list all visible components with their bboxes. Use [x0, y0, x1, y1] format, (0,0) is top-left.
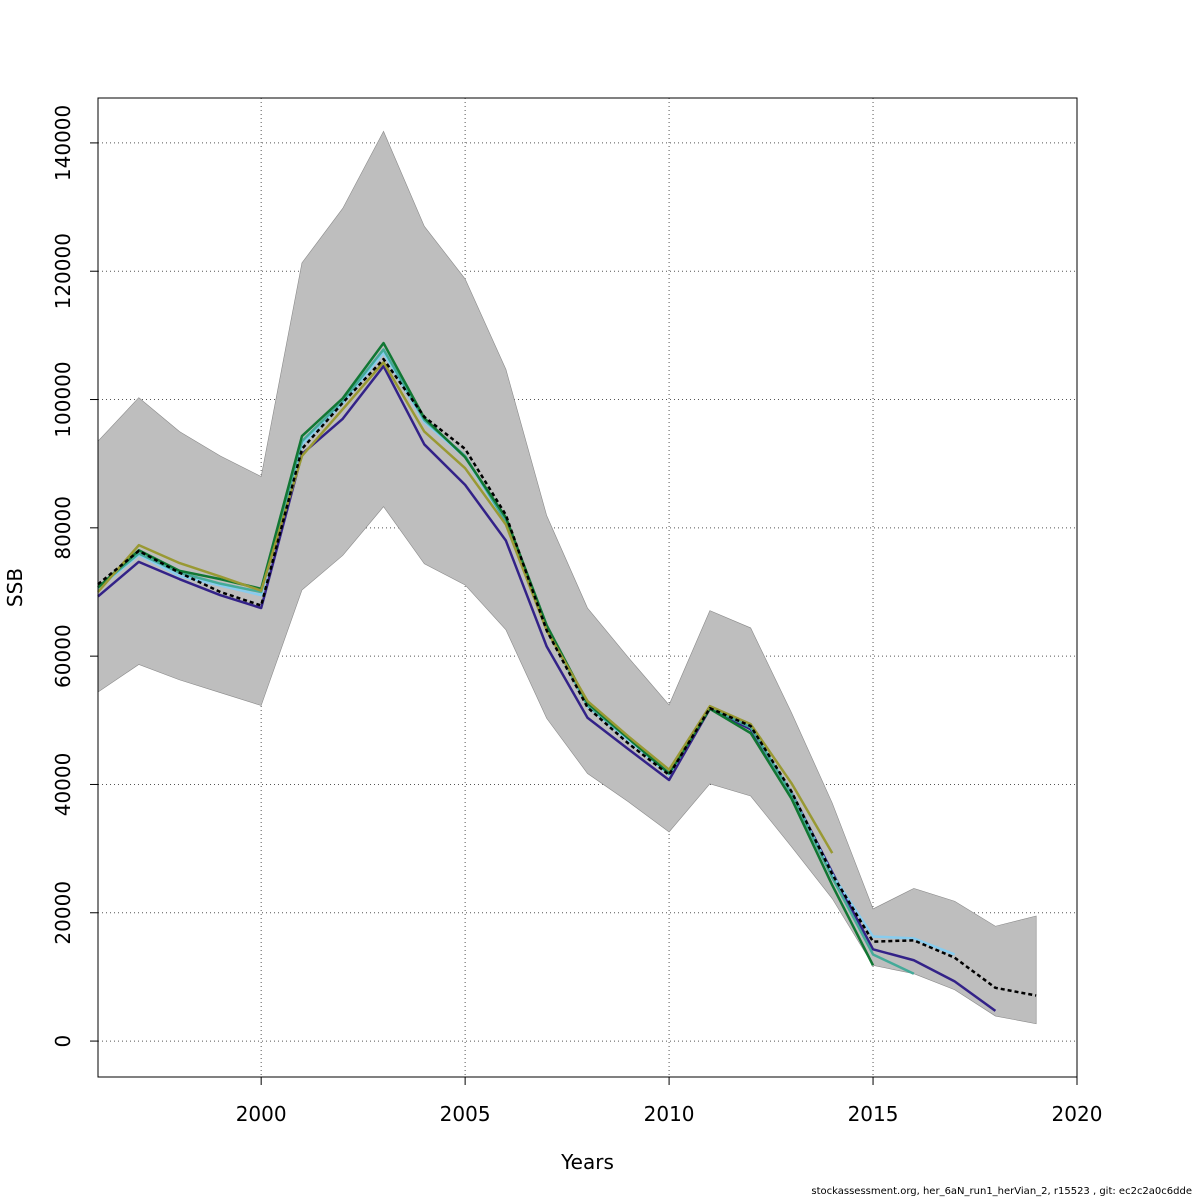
y-tick-label: 80000 [51, 496, 75, 560]
footer-caption: stockassessment.org, her_6aN_run1_herVia… [811, 1186, 1192, 1197]
y-tick-label: 140000 [51, 105, 75, 181]
x-tick-label: 2020 [1052, 1102, 1103, 1126]
plot-frame [97, 97, 1078, 1078]
axes: 2000 2005 2010 2015 2020 0 20000 40000 60000 8000… [51, 105, 1102, 1126]
confidence-band-layer [97, 130, 1037, 1025]
y-tick-label: 40000 [51, 753, 75, 817]
y-tick-label: 60000 [51, 624, 75, 688]
series-line-dashed [97, 357, 1037, 997]
x-tick-label: 2000 [236, 1102, 287, 1126]
y-tick-label: 100000 [51, 361, 75, 437]
y-tick-label: 120000 [51, 233, 75, 309]
y-tick-label: 20000 [51, 881, 75, 945]
x-axis-label: Years [560, 1150, 614, 1174]
y-tick-label: 0 [51, 1035, 75, 1048]
x-tick-label: 2005 [440, 1102, 491, 1126]
x-tick-label: 2015 [848, 1102, 899, 1126]
y-axis-label: SSB [3, 568, 27, 607]
series-line [97, 361, 834, 854]
confidence-band [97, 130, 1037, 1025]
series-lines-layer [97, 341, 1037, 1012]
series-line [97, 341, 875, 966]
x-tick-label: 2010 [644, 1102, 695, 1126]
series-line [97, 348, 915, 975]
